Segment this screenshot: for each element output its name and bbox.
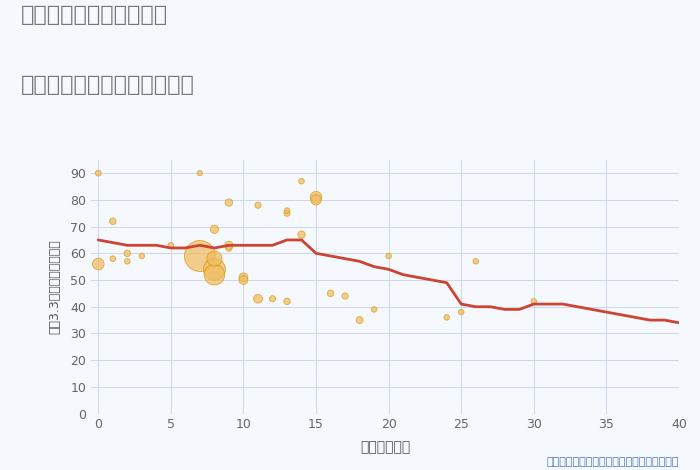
Point [92,260,104,268]
Point [107,255,118,262]
Y-axis label: 坪（3.3㎡）単価（万円）: 坪（3.3㎡）単価（万円） [49,239,62,334]
Point [238,274,249,281]
Point [354,316,365,324]
Point [267,295,278,303]
Point [223,242,235,249]
Point [528,298,540,305]
Point [238,276,249,284]
Point [122,250,133,257]
Point [310,194,321,201]
Point [368,306,379,313]
Point [470,258,482,265]
Point [340,292,351,300]
Point [281,210,293,217]
Point [136,252,148,260]
Point [281,298,293,305]
Point [107,218,118,225]
Point [325,290,336,297]
Point [383,252,394,260]
Point [223,199,235,206]
Point [253,202,264,209]
Point [209,255,220,262]
Point [122,258,133,265]
Text: 築年数別中古マンション価格: 築年数別中古マンション価格 [21,75,195,95]
Point [209,266,220,273]
Point [165,242,176,249]
Text: 三重県松阪市飯高町粟野: 三重県松阪市飯高町粟野 [21,5,168,25]
Point [456,308,467,316]
Point [281,207,293,214]
Point [223,244,235,252]
Point [296,231,307,238]
Point [253,295,264,303]
X-axis label: 築年数（年）: 築年数（年） [360,440,410,454]
Point [195,169,206,177]
Point [441,313,452,321]
Point [195,252,206,260]
Point [296,177,307,185]
Text: 円の大きさは、取引のあった物件面積を示す: 円の大きさは、取引のあった物件面積を示す [547,457,679,467]
Point [92,169,104,177]
Point [209,226,220,233]
Point [209,271,220,278]
Point [310,196,321,204]
